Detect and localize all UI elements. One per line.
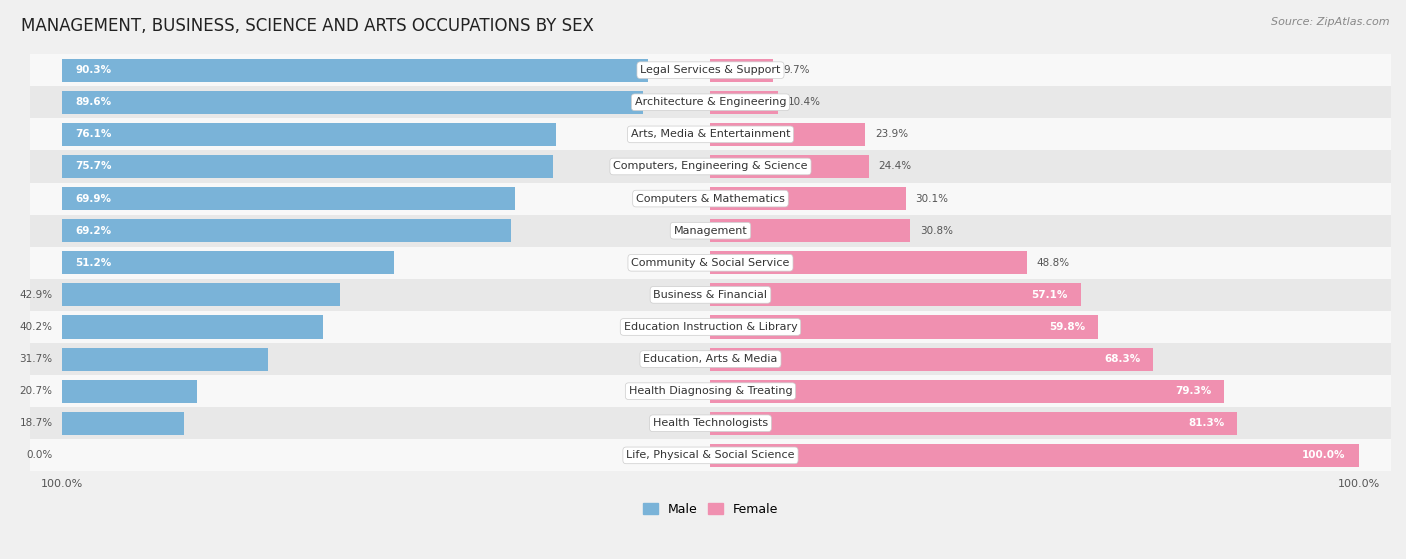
- Text: 76.1%: 76.1%: [76, 129, 111, 139]
- Text: Source: ZipAtlas.com: Source: ZipAtlas.com: [1271, 17, 1389, 27]
- Text: Life, Physical & Social Science: Life, Physical & Social Science: [626, 451, 794, 461]
- Text: MANAGEMENT, BUSINESS, SCIENCE AND ARTS OCCUPATIONS BY SEX: MANAGEMENT, BUSINESS, SCIENCE AND ARTS O…: [21, 17, 593, 35]
- Text: 90.3%: 90.3%: [76, 65, 111, 75]
- Bar: [710, 444, 1358, 467]
- Bar: [30, 407, 1391, 439]
- Text: Architecture & Engineering: Architecture & Engineering: [634, 97, 786, 107]
- Text: Education, Arts & Media: Education, Arts & Media: [644, 354, 778, 364]
- Bar: [30, 150, 1391, 183]
- Text: 23.9%: 23.9%: [875, 129, 908, 139]
- Bar: [30, 439, 1391, 471]
- Bar: [30, 375, 1391, 407]
- Text: 18.7%: 18.7%: [20, 418, 52, 428]
- Bar: [62, 251, 394, 274]
- Bar: [710, 412, 1237, 435]
- Bar: [710, 380, 1225, 402]
- Bar: [710, 251, 1026, 274]
- Text: 51.2%: 51.2%: [76, 258, 111, 268]
- Bar: [62, 91, 643, 114]
- Text: 9.7%: 9.7%: [783, 65, 810, 75]
- Text: Health Diagnosing & Treating: Health Diagnosing & Treating: [628, 386, 793, 396]
- Text: 81.3%: 81.3%: [1188, 418, 1225, 428]
- Text: 75.7%: 75.7%: [76, 162, 112, 172]
- Bar: [62, 187, 516, 210]
- Text: 42.9%: 42.9%: [20, 290, 52, 300]
- Bar: [710, 219, 910, 242]
- Bar: [30, 86, 1391, 119]
- Bar: [62, 380, 197, 402]
- Bar: [62, 155, 553, 178]
- Text: 69.2%: 69.2%: [76, 226, 111, 236]
- Text: 100.0%: 100.0%: [1302, 451, 1346, 461]
- Text: 69.9%: 69.9%: [76, 193, 111, 203]
- Text: 31.7%: 31.7%: [20, 354, 52, 364]
- Text: 57.1%: 57.1%: [1031, 290, 1067, 300]
- Text: Community & Social Service: Community & Social Service: [631, 258, 790, 268]
- Bar: [62, 59, 648, 82]
- Text: 30.8%: 30.8%: [920, 226, 953, 236]
- Bar: [710, 123, 865, 146]
- Text: 24.4%: 24.4%: [879, 162, 911, 172]
- Bar: [30, 54, 1391, 86]
- Text: 10.4%: 10.4%: [787, 97, 821, 107]
- Text: Legal Services & Support: Legal Services & Support: [640, 65, 780, 75]
- Text: Business & Financial: Business & Financial: [654, 290, 768, 300]
- Bar: [30, 279, 1391, 311]
- Text: 48.8%: 48.8%: [1036, 258, 1070, 268]
- Bar: [710, 283, 1081, 306]
- Bar: [30, 215, 1391, 247]
- Text: 89.6%: 89.6%: [76, 97, 111, 107]
- Text: Management: Management: [673, 226, 748, 236]
- Bar: [30, 343, 1391, 375]
- Bar: [62, 283, 340, 306]
- Bar: [30, 247, 1391, 279]
- Text: 30.1%: 30.1%: [915, 193, 948, 203]
- Text: 0.0%: 0.0%: [27, 451, 52, 461]
- Bar: [710, 155, 869, 178]
- Text: Arts, Media & Entertainment: Arts, Media & Entertainment: [631, 129, 790, 139]
- Bar: [710, 315, 1098, 339]
- Text: Computers, Engineering & Science: Computers, Engineering & Science: [613, 162, 807, 172]
- Bar: [710, 91, 778, 114]
- Bar: [62, 315, 323, 339]
- Bar: [710, 59, 773, 82]
- Bar: [710, 187, 905, 210]
- Legend: Male, Female: Male, Female: [638, 498, 783, 520]
- Bar: [30, 183, 1391, 215]
- Text: Education Instruction & Library: Education Instruction & Library: [624, 322, 797, 332]
- Bar: [62, 123, 555, 146]
- Bar: [30, 119, 1391, 150]
- Text: 40.2%: 40.2%: [20, 322, 52, 332]
- Text: 68.3%: 68.3%: [1104, 354, 1140, 364]
- Text: 20.7%: 20.7%: [20, 386, 52, 396]
- Text: Health Technologists: Health Technologists: [652, 418, 768, 428]
- Bar: [62, 348, 267, 371]
- Bar: [710, 348, 1153, 371]
- Text: 59.8%: 59.8%: [1049, 322, 1085, 332]
- Bar: [62, 219, 510, 242]
- Text: Computers & Mathematics: Computers & Mathematics: [636, 193, 785, 203]
- Bar: [62, 412, 184, 435]
- Text: 79.3%: 79.3%: [1175, 386, 1212, 396]
- Bar: [30, 311, 1391, 343]
